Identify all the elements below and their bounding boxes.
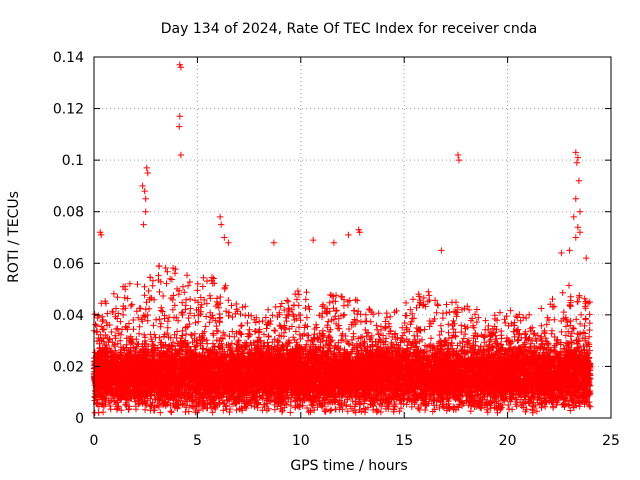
data-point xyxy=(171,302,178,309)
data-point xyxy=(95,409,102,416)
data-point xyxy=(443,301,450,308)
data-point xyxy=(319,303,326,310)
data-point xyxy=(182,296,190,304)
data-point xyxy=(183,272,191,279)
data-point xyxy=(446,309,453,316)
data-point xyxy=(135,314,142,321)
data-point xyxy=(259,317,266,325)
data-point xyxy=(326,407,334,414)
data-point xyxy=(379,332,387,339)
data-point xyxy=(302,304,309,312)
data-point xyxy=(394,334,401,341)
data-point xyxy=(217,293,224,301)
data-point xyxy=(436,404,443,412)
data-point xyxy=(562,332,570,339)
data-point xyxy=(325,341,333,349)
data-point xyxy=(354,297,361,304)
data-point xyxy=(570,325,578,333)
data-point xyxy=(526,343,534,350)
data-point xyxy=(348,336,356,344)
chart-title: Day 134 of 2024, Rate Of TEC Index for r… xyxy=(161,21,537,37)
data-point xyxy=(402,299,410,307)
data-point xyxy=(139,318,146,325)
data-point xyxy=(194,287,201,294)
data-point xyxy=(351,316,358,323)
data-point xyxy=(568,329,576,337)
data-point xyxy=(128,301,136,308)
data-point xyxy=(110,290,118,297)
data-point xyxy=(303,314,311,321)
data-point xyxy=(357,318,365,326)
data-point xyxy=(182,330,190,338)
data-point xyxy=(134,281,141,288)
data-point xyxy=(165,334,172,341)
data-point xyxy=(508,406,516,413)
data-point xyxy=(121,294,128,301)
data-point xyxy=(141,406,149,413)
data-point xyxy=(238,322,245,329)
data-point xyxy=(382,324,390,331)
data-point xyxy=(382,335,390,342)
data-point xyxy=(262,314,269,321)
data-point xyxy=(531,330,538,337)
data-point xyxy=(413,304,420,311)
data-point xyxy=(130,326,137,333)
data-point xyxy=(285,298,292,305)
data-point xyxy=(573,316,580,323)
data-point xyxy=(225,312,232,320)
data-point xyxy=(421,406,429,414)
data-point xyxy=(150,322,157,329)
data-point xyxy=(202,323,209,330)
data-point xyxy=(319,301,327,308)
data-point xyxy=(194,280,201,288)
data-point xyxy=(164,268,171,275)
data-point xyxy=(548,330,555,337)
data-point xyxy=(144,317,151,324)
data-point xyxy=(450,317,457,325)
data-point xyxy=(565,282,573,289)
data-point xyxy=(567,407,574,414)
data-point xyxy=(302,296,309,303)
data-point xyxy=(120,311,127,319)
data-points xyxy=(90,61,594,416)
data-point xyxy=(420,294,427,302)
data-point xyxy=(306,306,313,313)
data-point xyxy=(222,308,230,315)
data-point xyxy=(352,296,359,304)
data-point xyxy=(581,295,588,302)
data-point xyxy=(108,328,115,336)
data-point xyxy=(473,318,480,326)
data-point xyxy=(147,274,154,281)
data-point xyxy=(174,317,182,324)
data-point xyxy=(170,314,178,321)
data-point xyxy=(326,299,333,306)
data-point xyxy=(112,305,120,312)
data-point xyxy=(375,310,382,317)
data-point xyxy=(349,397,356,405)
data-point xyxy=(581,322,588,330)
data-point xyxy=(576,320,584,328)
data-point xyxy=(327,291,334,299)
data-point xyxy=(115,310,122,317)
data-point xyxy=(203,277,211,285)
data-point xyxy=(367,318,374,325)
data-point xyxy=(396,408,403,415)
data-point xyxy=(294,287,302,295)
data-point xyxy=(287,409,294,416)
data-point xyxy=(303,404,311,412)
data-point xyxy=(496,309,504,316)
data-point xyxy=(233,406,240,414)
data-point xyxy=(325,318,332,325)
data-point xyxy=(278,300,285,307)
data-point xyxy=(283,297,291,304)
data-point xyxy=(493,335,500,343)
